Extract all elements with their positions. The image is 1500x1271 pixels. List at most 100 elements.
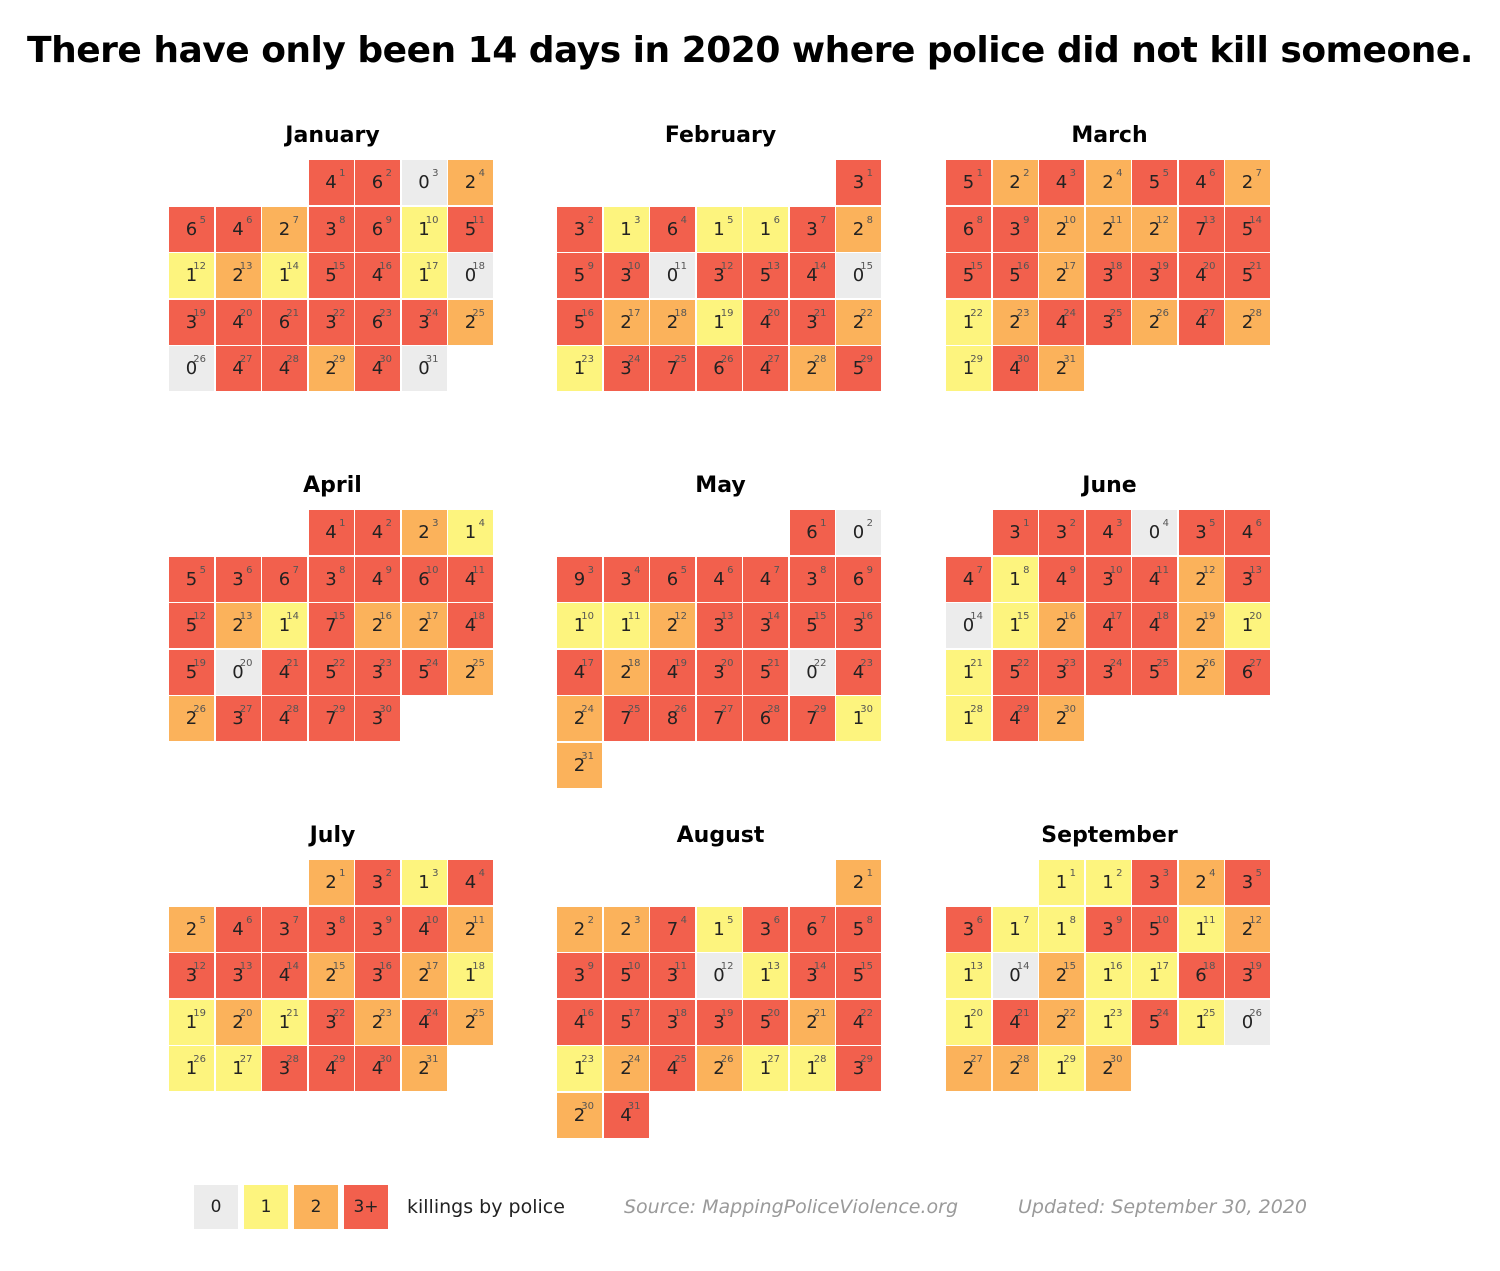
day-cell: 1 28 [789, 1046, 835, 1091]
day-count: 6 [852, 568, 865, 590]
day-number: 5 [1255, 868, 1262, 879]
day-count: 3 [1009, 522, 1021, 543]
day-cell: 4 30 [992, 346, 1038, 391]
day-count: 4 [232, 311, 244, 333]
day-count: 5 [759, 265, 772, 286]
day-cell: 4 10 [401, 906, 447, 952]
day-number: 18 [1156, 611, 1169, 622]
day-cell: 2 13 [215, 253, 261, 298]
day-number: 17 [425, 961, 439, 972]
day-count: 2 [852, 218, 865, 240]
day-count: 1 [713, 311, 725, 333]
day-number: 2 [587, 214, 594, 226]
day-number: 17 [1063, 261, 1076, 272]
day-count: 2 [464, 918, 477, 940]
day-number: 3 [1162, 868, 1169, 879]
day-number: 1 [339, 518, 346, 529]
day-number: 3 [432, 518, 439, 529]
day-number: 27 [239, 354, 253, 365]
day-count: 2 [962, 1058, 975, 1079]
day-cell: 1 23 [557, 346, 602, 391]
day-number: 17 [425, 611, 439, 622]
day-number: 1 [1023, 518, 1030, 529]
day-cell: 2 11 [1085, 206, 1131, 252]
day-cell: 1 15 [992, 603, 1038, 648]
day-number: 26 [720, 1054, 734, 1065]
day-number: 20 [239, 657, 253, 669]
day-cell: 4 11 [1132, 556, 1177, 602]
day-number: 16 [379, 611, 392, 622]
day-count: 4 [278, 965, 291, 986]
day-count: 1 [1055, 872, 1068, 893]
day-cell: 2 22 [1039, 999, 1084, 1045]
day-cell: 2 21 [789, 999, 835, 1045]
day-number: 19 [1156, 261, 1169, 272]
day-count: 1 [185, 1011, 198, 1033]
day-count: 5 [185, 568, 198, 590]
day-number: 24 [425, 657, 439, 669]
day-count: 5 [185, 661, 198, 683]
day-count: 3 [1102, 311, 1114, 333]
day-count: 4 [806, 265, 818, 286]
day-cell: 3 24 [603, 346, 649, 391]
day-number: 31 [425, 354, 439, 365]
day-count: 1 [232, 1058, 244, 1079]
day-number: 4 [634, 564, 641, 576]
day-number: 16 [860, 611, 873, 622]
day-number: 29 [332, 354, 346, 365]
day-count: 2 [325, 965, 337, 986]
day-number: 27 [1202, 307, 1216, 319]
day-number: 9 [1023, 214, 1030, 226]
day-number: 6 [1209, 168, 1216, 179]
day-count: 2 [464, 1011, 477, 1033]
day-number: 25 [1202, 1007, 1216, 1019]
day-cell: 3 18 [650, 999, 695, 1045]
day-count: 5 [962, 172, 975, 193]
day-count: 0 [464, 265, 477, 286]
day-cell: 4 17 [557, 649, 602, 695]
day-cell: 2 23 [355, 999, 400, 1045]
day-number: 24 [1109, 657, 1123, 669]
day-count: 2 [1055, 218, 1068, 240]
day-cell: 6 27 [1225, 649, 1270, 695]
day-cell: 2 26 [1132, 299, 1177, 345]
day-cell: 2 12 [650, 603, 695, 648]
day-cell: 1 23 [1085, 999, 1131, 1045]
day-cell: 5 15 [946, 253, 991, 298]
day-number: 16 [1109, 961, 1123, 972]
day-cell: 1 19 [169, 999, 214, 1045]
day-count: 3 [962, 918, 975, 940]
day-count: 3 [806, 311, 818, 333]
day-count: 5 [1148, 172, 1161, 193]
day-count: 3 [713, 265, 725, 286]
day-number: 14 [813, 261, 827, 272]
day-count: 3 [1195, 522, 1207, 543]
day-number: 29 [813, 704, 827, 715]
month-march: March 5 1 2 2 4 3 2 4 5 5 4 6 2 7 6 8 3 9 2 10 2 11 2 12 7 13 5 14 5 1… [946, 121, 1273, 401]
legend-swatch-2: 2 [294, 1185, 338, 1229]
day-count: 5 [852, 965, 865, 986]
day-count: 4 [1055, 568, 1068, 590]
day-number: 4 [1162, 518, 1169, 529]
day-number: 14 [286, 611, 299, 622]
day-cell: 0 20 [215, 649, 261, 695]
day-cell: 3 21 [789, 299, 835, 345]
day-cell: 0 26 [169, 346, 214, 391]
day-number: 23 [581, 354, 594, 365]
day-cell: 6 18 [1178, 953, 1224, 998]
day-cell: 1 25 [1178, 999, 1224, 1045]
day-number: 20 [239, 1007, 253, 1019]
day-number: 5 [199, 564, 206, 576]
day-count: 5 [852, 918, 865, 940]
